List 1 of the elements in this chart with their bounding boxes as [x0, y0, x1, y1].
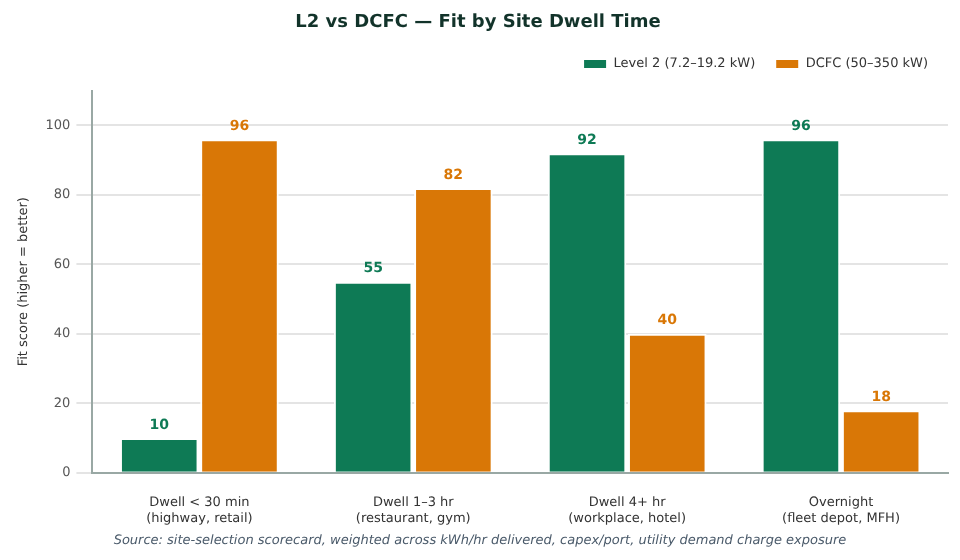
chart-title: L2 vs DCFC — Fit by Site Dwell Time: [295, 13, 661, 34]
